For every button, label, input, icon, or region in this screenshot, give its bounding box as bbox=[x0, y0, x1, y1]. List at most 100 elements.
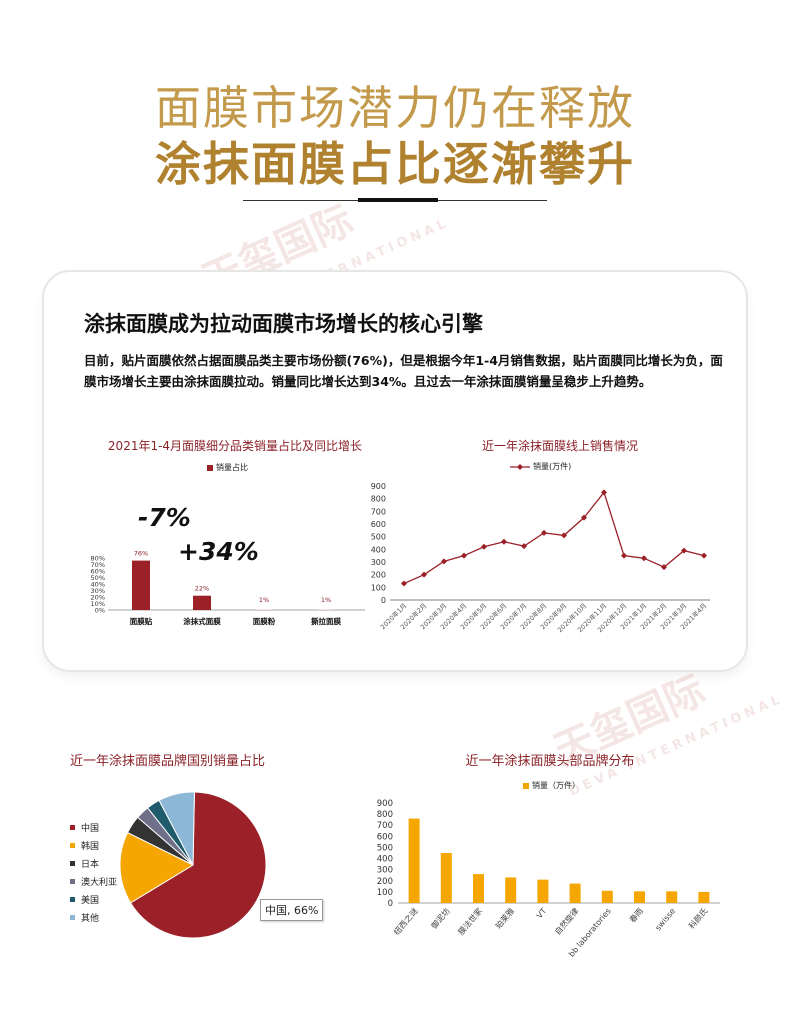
chart2-ytick: 300 bbox=[371, 558, 386, 567]
chart4-title: 近一年涂抹面膜头部品牌分布 bbox=[465, 754, 635, 769]
chart3-legend-swatch bbox=[70, 842, 75, 848]
chart2-ytick: 900 bbox=[371, 482, 386, 491]
chart3-legend-item: 澳大利亚 bbox=[70, 872, 117, 890]
chart4-bar bbox=[666, 891, 678, 903]
chart2-point bbox=[701, 552, 707, 559]
chart1-ytick: 30% bbox=[91, 587, 105, 595]
chart4-ytick: 600 bbox=[377, 832, 393, 842]
chart3-legend-swatch bbox=[70, 896, 75, 902]
chart4-xtick: 珀莱雅 bbox=[493, 906, 516, 931]
chart1-svg: 0%10%20%30%40%50%60%70%80% 76% 面膜贴 22% 涂抹式面膜… bbox=[91, 503, 365, 626]
chart1-ytick: 10% bbox=[91, 600, 105, 608]
chart4-legend: 销量（万件） bbox=[523, 780, 580, 791]
chart3-slice bbox=[158, 791, 195, 866]
chart4-xtick: 自然旋律 bbox=[552, 906, 580, 937]
chart4-bar bbox=[440, 853, 452, 903]
chart4-bar bbox=[408, 818, 420, 903]
chart4-bar bbox=[473, 874, 484, 903]
chart1-bar bbox=[132, 560, 150, 610]
chart2-point bbox=[441, 558, 447, 565]
chart1-legend-label: 销量占比 bbox=[216, 463, 248, 472]
chart2-point bbox=[521, 543, 527, 550]
page-title-line2: 涂抹面膜占比逐渐攀升 bbox=[155, 137, 635, 191]
chart3-legend-swatch bbox=[70, 914, 75, 920]
page-title-line1: 面膜市场潜力仍在释放 bbox=[155, 81, 635, 135]
chart4-ytick: 500 bbox=[377, 843, 393, 853]
chart2-legend-label: 销量(万件) bbox=[533, 462, 572, 471]
chart1-title: 2021年1-4月面膜细分品类销量占比及同比增长 bbox=[107, 439, 363, 453]
chart2-ytick: 100 bbox=[371, 583, 386, 592]
chart1-ytick: 50% bbox=[91, 574, 105, 582]
chart1-xtick: 面膜贴 bbox=[130, 616, 153, 626]
chart3-callout: 中国, 66% bbox=[260, 899, 324, 921]
chart2-point bbox=[601, 489, 607, 496]
chart3-legend-label: 韩国 bbox=[81, 841, 100, 852]
chart1-bar bbox=[318, 609, 334, 610]
chart1-ytick: 80% bbox=[91, 555, 105, 563]
chart4-xtick: 纽西之谜 bbox=[391, 906, 419, 937]
chart3-legend-label: 其他 bbox=[81, 913, 100, 924]
chart1-ytick: 20% bbox=[91, 594, 105, 602]
chart4-bar bbox=[601, 890, 613, 903]
chart1-data-label: 1% bbox=[321, 596, 331, 604]
chart3-legend: 中国 韩国 日本 澳大利亚 美国 其他 bbox=[70, 818, 117, 926]
chart1-bar bbox=[193, 595, 211, 610]
chart2-point bbox=[581, 514, 587, 521]
chart4-xtick: 春雨 bbox=[627, 906, 645, 925]
chart4-bar bbox=[634, 891, 645, 903]
chart4-xtick: swisse bbox=[653, 906, 677, 932]
chart2-ytick: 500 bbox=[371, 533, 386, 542]
watermark-en-bottom: DEVA INTERNATIONAL bbox=[567, 691, 786, 800]
chart1-ytick: 40% bbox=[91, 581, 105, 589]
chart1-ytick: 60% bbox=[91, 568, 105, 576]
chart1-legend: 销量占比 bbox=[207, 462, 248, 473]
chart2-svg: 01002003004005006007008009002020年1月2020年… bbox=[371, 482, 710, 634]
chart1-data-label: 1% bbox=[259, 596, 269, 604]
chart1-data-label: 22% bbox=[195, 585, 209, 593]
card-heading: 涂抹面膜成为拉动面膜市场增长的核心引擎 bbox=[84, 312, 483, 336]
chart4-ytick: 100 bbox=[377, 888, 393, 898]
chart2-point bbox=[461, 552, 467, 559]
chart4-ytick: 400 bbox=[377, 855, 393, 865]
chart3-legend-item: 中国 bbox=[70, 818, 117, 836]
chart1-xtick: 面膜粉 bbox=[253, 616, 276, 626]
chart3-legend-item: 其他 bbox=[70, 908, 117, 926]
chart3-legend-item: 美国 bbox=[70, 890, 117, 908]
chart4-ytick: 700 bbox=[377, 821, 393, 831]
chart4-ytick: 300 bbox=[377, 866, 393, 876]
chart2-legend: 销量(万件) bbox=[510, 461, 571, 472]
chart2-point bbox=[681, 547, 687, 554]
chart3-slice bbox=[129, 791, 267, 939]
chart4-xtick: 科颜氏 bbox=[686, 906, 709, 931]
chart2-point bbox=[541, 529, 547, 536]
chart3-legend-label: 澳大利亚 bbox=[81, 877, 118, 888]
chart2-point bbox=[401, 580, 407, 587]
chart3-legend-swatch bbox=[70, 860, 75, 866]
chart4-ytick: 900 bbox=[377, 799, 393, 809]
chart4-xtick: 膜法世家 bbox=[456, 906, 484, 937]
chart1-annotation-sub1: -7% bbox=[138, 503, 191, 532]
title-divider-accent bbox=[358, 198, 438, 202]
chart2-ytick: 200 bbox=[371, 571, 386, 580]
chart2-point bbox=[621, 552, 627, 559]
chart2-point bbox=[661, 564, 667, 571]
chart3-legend-swatch bbox=[70, 824, 75, 830]
chart2-point bbox=[421, 571, 427, 578]
chart4-xtick: VT bbox=[535, 906, 549, 920]
chart3-legend-item: 韩国 bbox=[70, 836, 117, 854]
chart1-legend-swatch bbox=[207, 464, 213, 471]
chart4-legend-label: 销量（万件） bbox=[532, 781, 580, 790]
chart2-point bbox=[641, 555, 647, 562]
chart4-xtick: 御泥坊 bbox=[429, 906, 452, 931]
chart4-bar bbox=[698, 891, 710, 903]
chart4-bar bbox=[569, 883, 581, 903]
content-card bbox=[42, 270, 748, 672]
chart2-point bbox=[561, 532, 567, 539]
chart4-svg: 0100200300400 500600700800900 纽西之谜 御泥坊 膜法世家珀… bbox=[377, 799, 720, 959]
chart4-bar bbox=[537, 879, 549, 903]
chart1-bar bbox=[256, 609, 272, 610]
chart2-ytick: 800 bbox=[371, 495, 386, 504]
chart3-legend-label: 美国 bbox=[81, 895, 100, 906]
chart2-title: 近一年涂抹面膜线上销售情况 bbox=[481, 439, 638, 453]
chart1-annotation-sub2: +34% bbox=[178, 537, 259, 566]
